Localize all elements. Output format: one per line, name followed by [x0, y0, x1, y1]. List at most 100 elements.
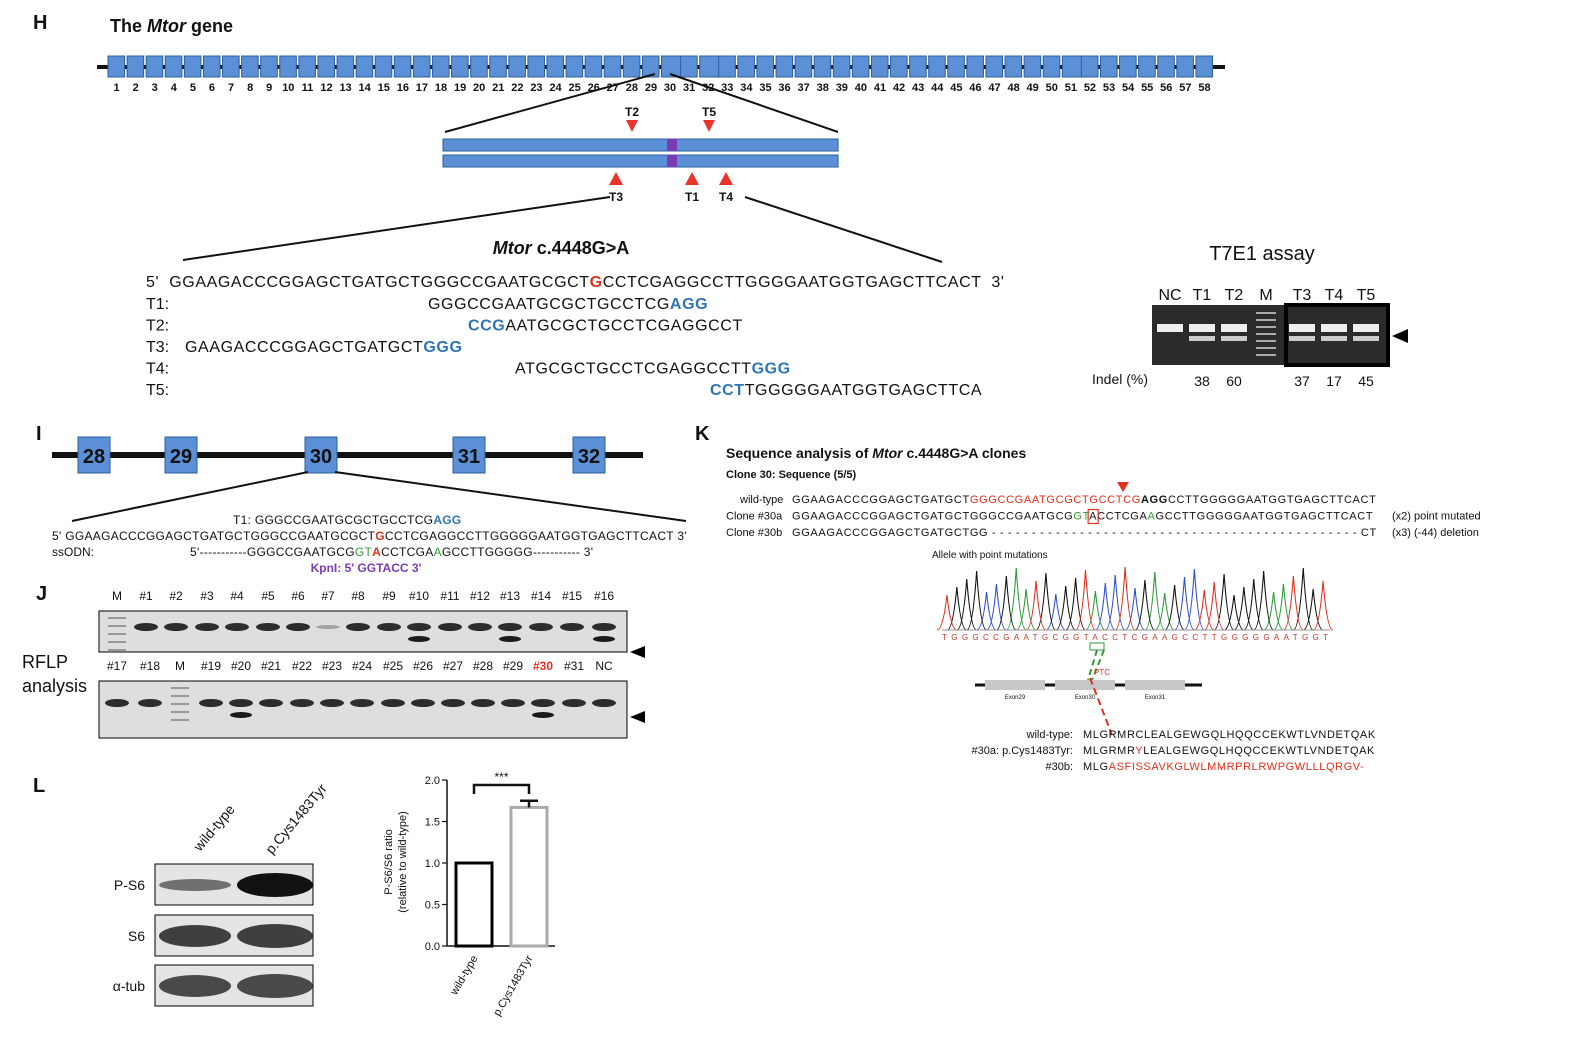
segment: Sequence analysis of [726, 445, 872, 461]
protein-label: #30a: p.Cys1483Tyr: [971, 745, 1073, 757]
exon [183, 55, 202, 78]
lane-label: M [175, 659, 185, 673]
gel-band [592, 699, 616, 707]
gel-band [560, 623, 584, 631]
wild-type-sequence: 5' GGAAGACCCGGAGCTGATGCTGGGCCGAATGCGCTGC… [146, 274, 1005, 291]
lane-label: #1 [139, 589, 153, 603]
ladder-band [1256, 340, 1276, 342]
lane-label: #28 [473, 659, 493, 673]
exon-number: 6 [209, 82, 215, 94]
line [744, 196, 943, 263]
segment: T1: GGGCCGAATGCGCTGCCTCG [233, 513, 433, 527]
exon-number: 40 [855, 82, 867, 94]
rflp-label: analysis [22, 676, 87, 696]
protein-sequence: MLGASFISSAVKGLWLMMRPRLRWPGWLLLQRGV- [1083, 761, 1364, 773]
exon-number: 2 [133, 82, 139, 94]
segment: GT [1073, 511, 1089, 523]
exon-number: 19 [454, 82, 466, 94]
blot-band [237, 873, 313, 897]
guide-marker [703, 120, 715, 132]
gel-band [408, 636, 430, 642]
gel-band [1321, 324, 1347, 332]
lane-label: #24 [352, 659, 372, 673]
assay-title: T7E1 assay [1209, 243, 1315, 265]
exon-number: 21 [492, 82, 504, 94]
ladder-band [108, 625, 126, 627]
ladder-band [171, 687, 189, 689]
guide-name: T3: [146, 339, 169, 356]
ladder-band [1256, 333, 1276, 335]
exon [775, 55, 794, 78]
segment: GGAAGACCCGGAGCTGATGCT [792, 494, 970, 506]
exon [622, 55, 641, 78]
segment: GCCTTGGGGG----------- 3' [442, 545, 593, 559]
arrowhead [1392, 329, 1408, 343]
panel-letter: I [36, 423, 42, 445]
gel-band [593, 636, 615, 642]
ladder-band [171, 711, 189, 713]
segment: Y [1135, 745, 1143, 757]
segment: GGG [752, 361, 791, 378]
gel-band [290, 699, 314, 707]
exon [77, 436, 111, 474]
gel-band [286, 623, 310, 631]
guide-sequence: GGGCCGAATGCGCTGCCTCGAGG [428, 296, 708, 313]
exon-number: 44 [931, 82, 944, 94]
exon-number: 18 [435, 82, 447, 94]
lane-label: #21 [261, 659, 281, 673]
gel-band [134, 623, 158, 631]
guide-marker [626, 120, 638, 132]
exon-number: 11 [302, 82, 314, 94]
segment: CCTCGAGGCCTTGGGGAATGGTGAGCTTCACT 3' [603, 274, 1005, 291]
exon [565, 55, 584, 78]
exon [431, 55, 450, 78]
lane-label: #4 [230, 589, 244, 603]
exon-number: 47 [988, 82, 1000, 94]
protein-sequence: MLGRMRCLEALGEWGQLHQQCCEKWTLVNDETQAK [1083, 729, 1376, 741]
exon [304, 436, 338, 474]
exon [451, 55, 469, 78]
clone-sequence: GGAAGACCCGGAGCTGATGCTGGGCCGAATGCGCTGCCTC… [792, 494, 1377, 506]
clone-sequence: GGAAGACCCGGAGCTGATGCTGGGCCGAATGCGGTACCTC… [792, 511, 1373, 523]
exon [1119, 55, 1137, 78]
exon [1138, 55, 1156, 78]
exon-number: 34 [740, 82, 753, 94]
exon-number: 8 [247, 82, 253, 94]
guide-label: T2 [625, 105, 639, 119]
lane-label: #18 [140, 659, 160, 673]
segment: GGAAGACCCGGAGCTGATGCTGGGCCGAATGCG [792, 511, 1073, 523]
segment: A [434, 545, 442, 559]
exon-number: 24 [549, 82, 562, 94]
exon [317, 55, 336, 78]
segment: AGG [433, 513, 461, 527]
row-label: α-tub [113, 978, 145, 994]
exon [680, 55, 698, 78]
exon-number: 42 [893, 82, 905, 94]
segment: CCTCGA [1097, 511, 1147, 523]
chromatogram-title: Allele with point mutations [932, 550, 1048, 561]
clone-note: (x3) (-44) deletion [1392, 527, 1479, 539]
exon [756, 55, 775, 78]
exon-number: 37 [798, 82, 810, 94]
gel-band [377, 623, 401, 631]
exon [851, 55, 870, 78]
row-label: P-S6 [114, 877, 145, 893]
exon [909, 55, 927, 78]
exon-number: 35 [759, 82, 771, 94]
gel-band [1189, 336, 1215, 341]
guide-label: T5 [702, 105, 716, 119]
exon [603, 55, 622, 78]
gel-band [346, 623, 370, 631]
segment: gene [186, 16, 233, 36]
gel-band [381, 699, 405, 707]
exon-number: 9 [266, 82, 272, 94]
line [669, 73, 839, 133]
exon-label: Exon31 [1145, 695, 1166, 701]
lane-label: #23 [322, 659, 342, 673]
gel-band [531, 699, 555, 707]
ladder-band [108, 617, 126, 619]
exon [1157, 55, 1175, 78]
gel [98, 680, 628, 739]
exon [1023, 55, 1042, 78]
y-tick-label: 0.0 [425, 941, 440, 953]
